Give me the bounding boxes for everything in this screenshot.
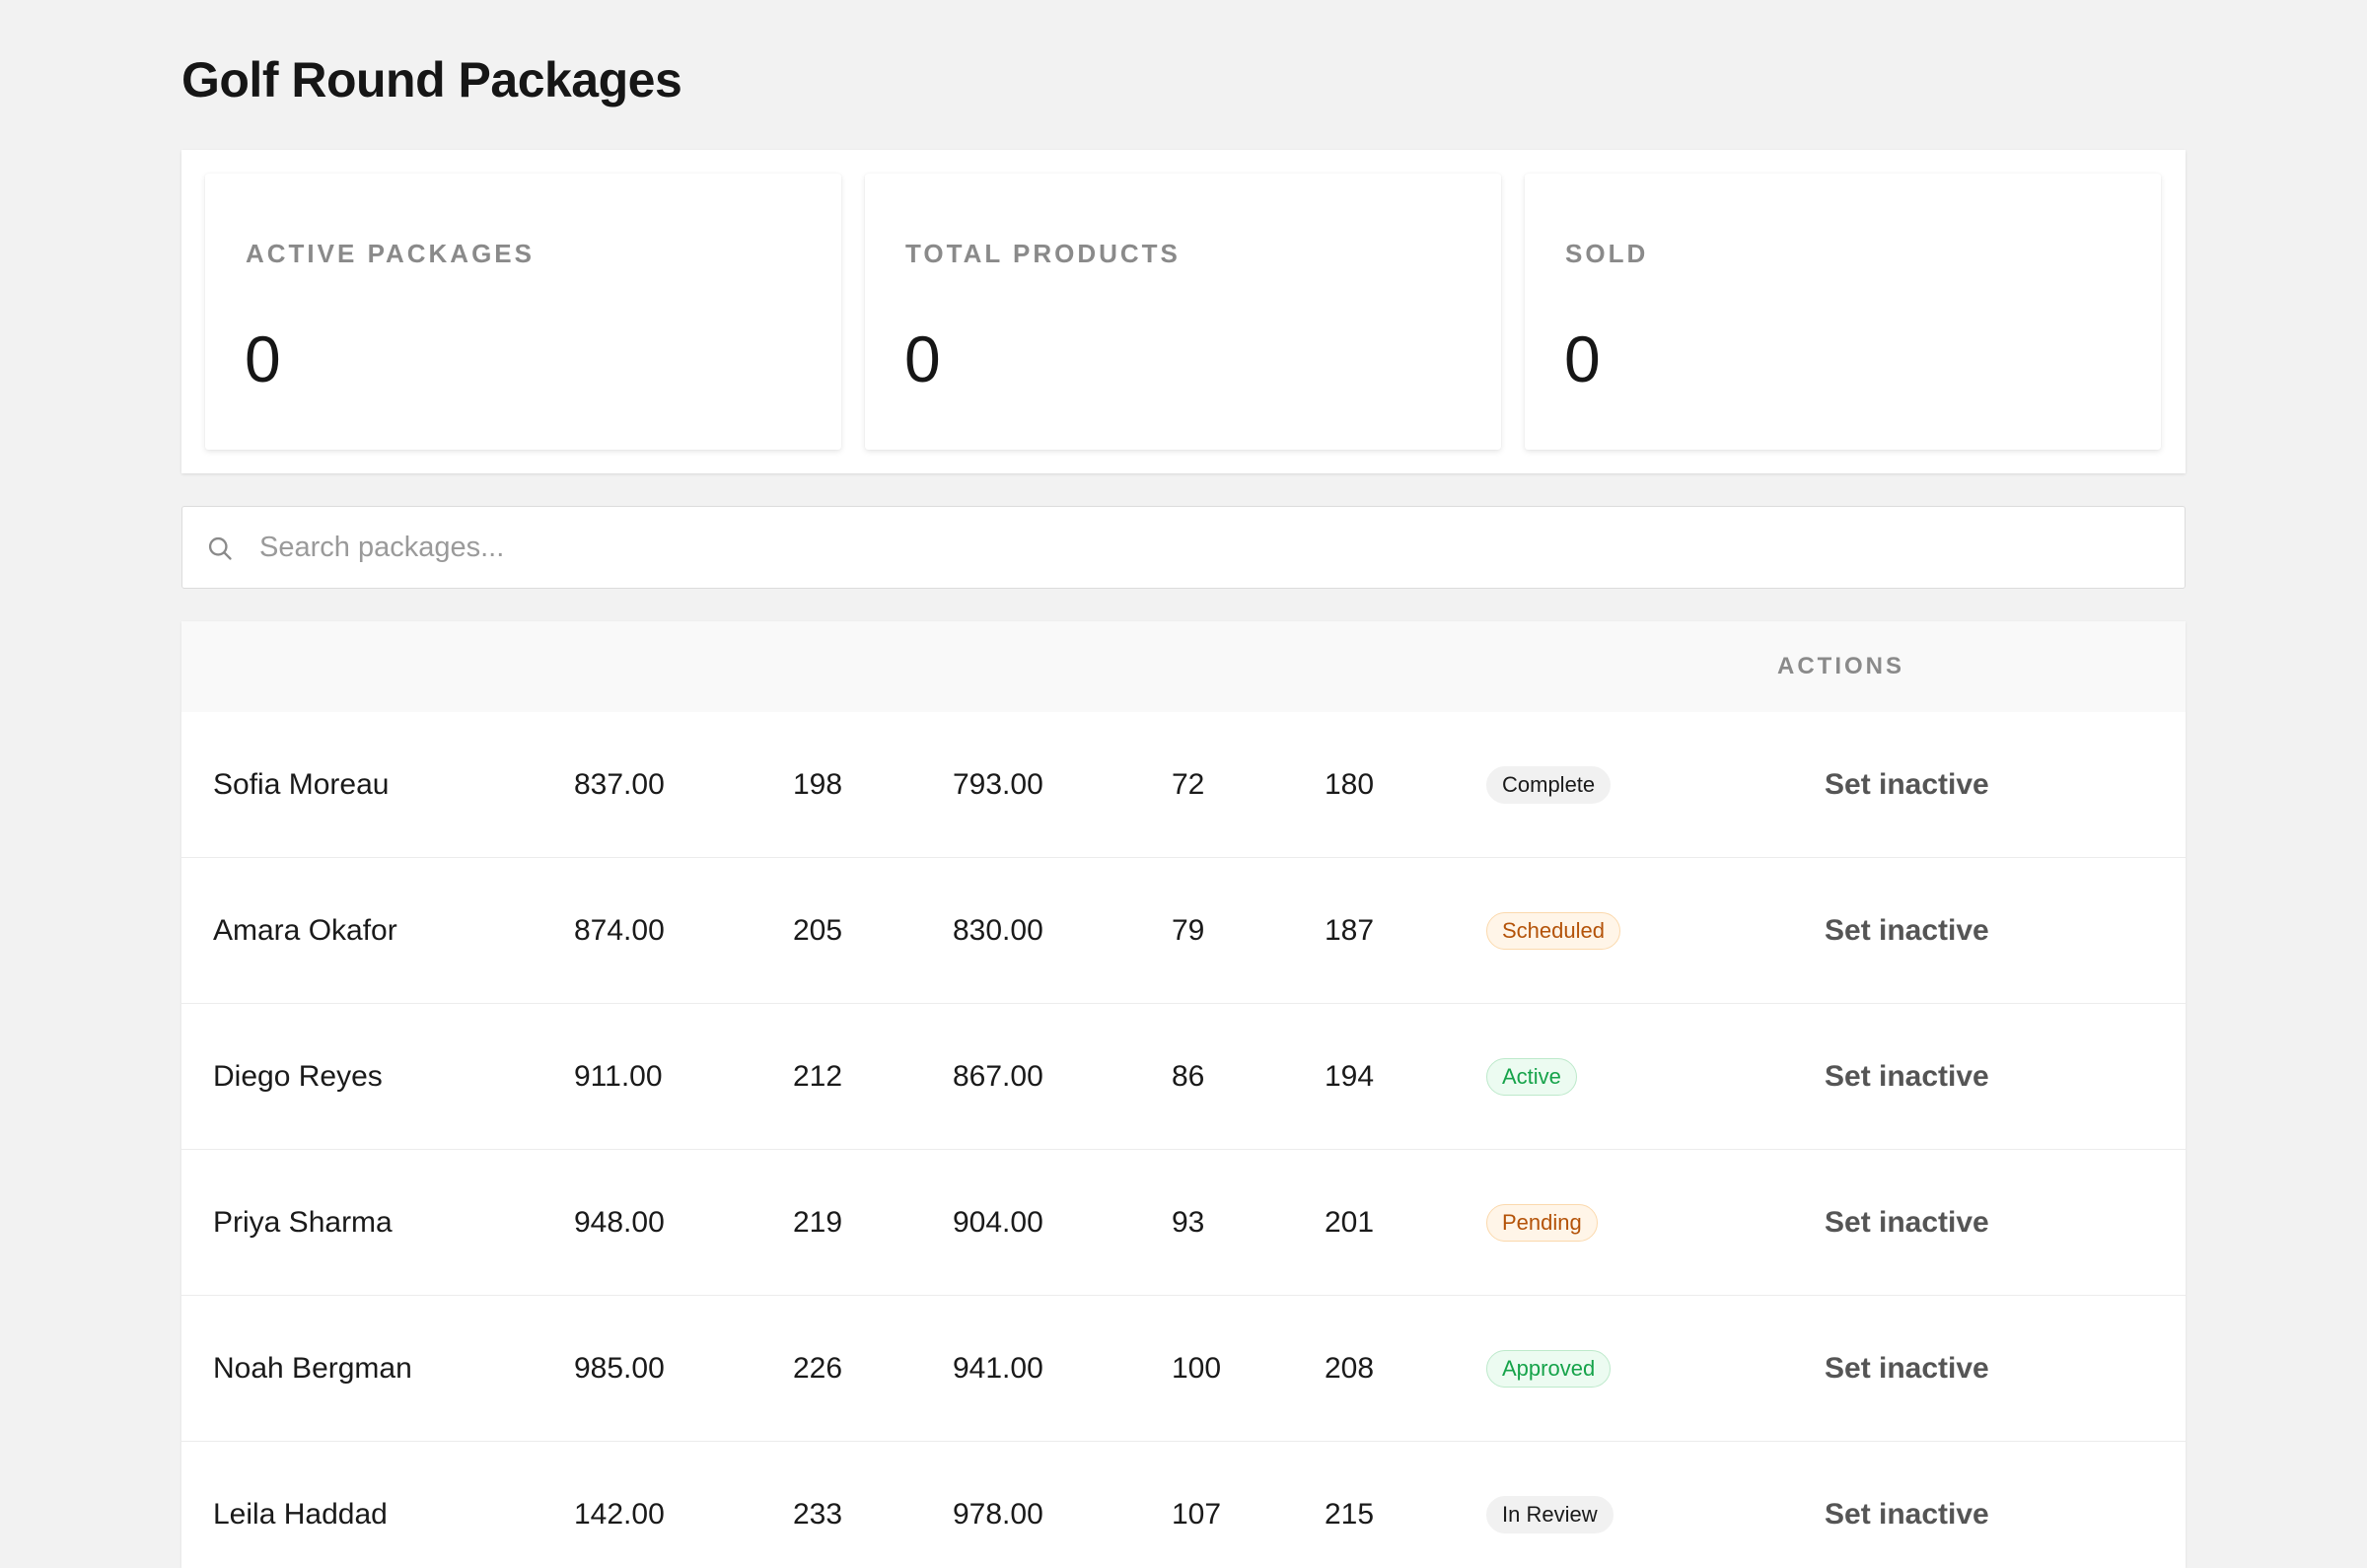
cell-value: 941.00	[953, 1352, 1043, 1385]
table-row: Noah Bergman 985.00 226 941.00 100 208 A…	[181, 1296, 2186, 1442]
stat-value: 0	[1564, 322, 1601, 395]
cell-value: 93	[1172, 1206, 1205, 1239]
stat-value: 0	[245, 322, 281, 395]
cell-value: 226	[793, 1352, 843, 1385]
cell-value: 201	[1325, 1206, 1375, 1239]
search-icon	[208, 536, 232, 560]
stat-label: TOTAL PRODUCTS	[905, 239, 1181, 268]
cell-name: Priya Sharma	[213, 1206, 393, 1239]
cell-value: 107	[1172, 1498, 1222, 1531]
cell-value: 208	[1325, 1352, 1375, 1385]
cell-value: 830.00	[953, 914, 1043, 947]
status-badge: Scheduled	[1486, 912, 1620, 950]
cell-value: 86	[1172, 1060, 1205, 1093]
table-header: ACTIONS	[181, 621, 2186, 712]
cell-name: Diego Reyes	[213, 1060, 383, 1093]
cell-name: Amara Okafor	[213, 914, 397, 947]
cell-value: 793.00	[953, 768, 1043, 801]
cell-value: 72	[1172, 768, 1205, 801]
cell-value: 205	[793, 914, 843, 947]
set-inactive-button[interactable]: Set inactive	[1825, 1442, 1989, 1568]
stat-value: 0	[904, 322, 941, 395]
column-header-actions: ACTIONS	[1777, 653, 1904, 679]
cell-value: 180	[1325, 768, 1375, 801]
cell-value: 187	[1325, 914, 1375, 947]
cell-value: 198	[793, 768, 843, 801]
set-inactive-button[interactable]: Set inactive	[1825, 1150, 1989, 1296]
table-row: Sofia Moreau 837.00 198 793.00 72 180 Co…	[181, 712, 2186, 858]
cell-value: 904.00	[953, 1206, 1043, 1239]
cell-value: 985.00	[574, 1352, 665, 1385]
packages-table: ACTIONS Sofia Moreau 837.00 198 793.00 7…	[181, 621, 2186, 1568]
cell-value: 79	[1172, 914, 1205, 947]
cell-value: 215	[1325, 1498, 1375, 1531]
status-badge: Pending	[1486, 1204, 1598, 1242]
cell-value: 233	[793, 1498, 843, 1531]
table-row: Diego Reyes 911.00 212 867.00 86 194 Act…	[181, 1004, 2186, 1150]
cell-value: 194	[1325, 1060, 1375, 1093]
set-inactive-button[interactable]: Set inactive	[1825, 1296, 1989, 1442]
stat-label: SOLD	[1565, 239, 1649, 268]
cell-value: 867.00	[953, 1060, 1043, 1093]
status-badge: Approved	[1486, 1350, 1612, 1388]
search-input[interactable]	[259, 507, 2133, 588]
set-inactive-button[interactable]: Set inactive	[1825, 712, 1989, 858]
stat-card-active-packages: ACTIVE PACKAGES 0	[205, 174, 841, 450]
status-badge: In Review	[1486, 1496, 1614, 1533]
table-row: Priya Sharma 948.00 219 904.00 93 201 Pe…	[181, 1150, 2186, 1296]
cell-value: 874.00	[574, 914, 665, 947]
set-inactive-button[interactable]: Set inactive	[1825, 858, 1989, 1004]
stat-card-total-products: TOTAL PRODUCTS 0	[865, 174, 1501, 450]
status-badge: Complete	[1486, 766, 1612, 804]
cell-value: 142.00	[574, 1498, 665, 1531]
cell-value: 948.00	[574, 1206, 665, 1239]
status-badge: Active	[1486, 1058, 1577, 1096]
cell-value: 212	[793, 1060, 843, 1093]
cell-value: 978.00	[953, 1498, 1043, 1531]
cell-name: Leila Haddad	[213, 1498, 388, 1531]
stats-panel: ACTIVE PACKAGES 0 TOTAL PRODUCTS 0 SOLD …	[181, 150, 2186, 473]
cell-value: 837.00	[574, 768, 665, 801]
cell-name: Sofia Moreau	[213, 768, 390, 801]
search-box[interactable]	[181, 506, 2186, 589]
set-inactive-button[interactable]: Set inactive	[1825, 1004, 1989, 1150]
stat-card-sold: SOLD 0	[1525, 174, 2161, 450]
cell-value: 911.00	[574, 1060, 663, 1093]
cell-name: Noah Bergman	[213, 1352, 412, 1385]
stat-label: ACTIVE PACKAGES	[246, 239, 535, 268]
page-title: Golf Round Packages	[181, 52, 682, 107]
cell-value: 219	[793, 1206, 843, 1239]
table-row: Amara Okafor 874.00 205 830.00 79 187 Sc…	[181, 858, 2186, 1004]
cell-value: 100	[1172, 1352, 1222, 1385]
table-row: Leila Haddad 142.00 233 978.00 107 215 I…	[181, 1442, 2186, 1568]
